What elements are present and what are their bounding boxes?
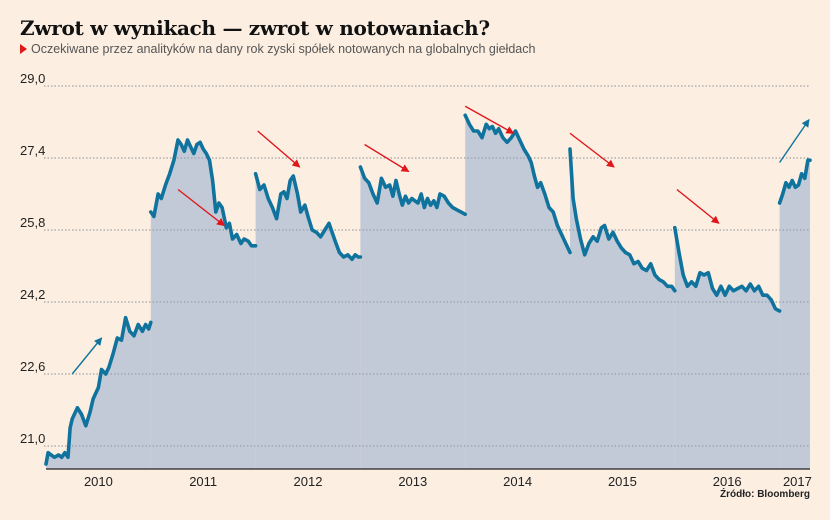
x-tick-label-2010: 2010 (84, 474, 113, 489)
area-2011 (150, 140, 256, 469)
gridlines-overlay (44, 85, 810, 447)
trend-arrows (71, 105, 810, 375)
line-series-2016 (673, 225, 782, 313)
x-tick-label-2013: 2013 (398, 474, 427, 489)
chart-subtitle: Oczekiwane przez analityków na dany rok … (20, 42, 535, 56)
x-tick-label-2015: 2015 (608, 474, 637, 489)
trend-arrow-down-icon (257, 130, 301, 168)
line-series-2014 (463, 113, 572, 255)
chart-subtitle-text: Oczekiwane przez analityków na dany rok … (31, 42, 536, 56)
x-tick-label-2016: 2016 (713, 474, 742, 489)
trend-arrow-up-icon (71, 337, 103, 375)
area-2014 (465, 115, 570, 469)
y-tick-labels: 21,0 22,6 24,2 25,8 27,4 29,0 (20, 71, 45, 446)
trend-arrow-up-icon (779, 118, 810, 163)
line-series-2012 (253, 171, 363, 262)
line-series-2013 (358, 165, 467, 217)
area-2016 (674, 227, 780, 469)
y-tick-label: 22,6 (20, 359, 45, 374)
y-tick-label: 24,2 (20, 287, 45, 302)
trend-arrow-down-icon (364, 143, 410, 173)
area-2015 (570, 149, 675, 469)
line-series-2011 (149, 138, 258, 248)
y-tick-label: 29,0 (20, 71, 45, 86)
area-2010 (46, 317, 151, 469)
y-tick-label: 25,8 (20, 215, 45, 230)
triangle-bullet-icon (20, 44, 27, 54)
area-2017 (779, 160, 810, 469)
line-series-2015 (568, 147, 677, 293)
source-note: Źródło: Bloomberg (720, 489, 810, 500)
area-fills (46, 115, 810, 469)
trend-arrow-down-icon (464, 105, 515, 134)
x-tick-labels: 2010 2011 2012 2013 2014 2015 2016 2017 (84, 474, 812, 489)
y-tick-label: 21,0 (20, 431, 45, 446)
x-tick-label-2014: 2014 (503, 474, 532, 489)
line-series-2017 (777, 158, 812, 205)
x-tick-label-2012: 2012 (294, 474, 323, 489)
line-series-2010 (44, 315, 153, 466)
series-lines (44, 113, 812, 466)
trend-arrow-down-icon (177, 188, 225, 227)
trend-arrow-down-icon (676, 188, 720, 224)
area-2012 (255, 173, 361, 469)
area-2013 (360, 167, 466, 469)
x-tick-label-2011: 2011 (189, 474, 217, 489)
chart-title: Zwrot w wynikach — zwrot w notowaniach? (20, 16, 490, 40)
x-tick-label-2017: 2017 (783, 474, 812, 489)
y-tick-label: 27,4 (20, 143, 45, 158)
trend-arrow-down-icon (569, 132, 615, 168)
